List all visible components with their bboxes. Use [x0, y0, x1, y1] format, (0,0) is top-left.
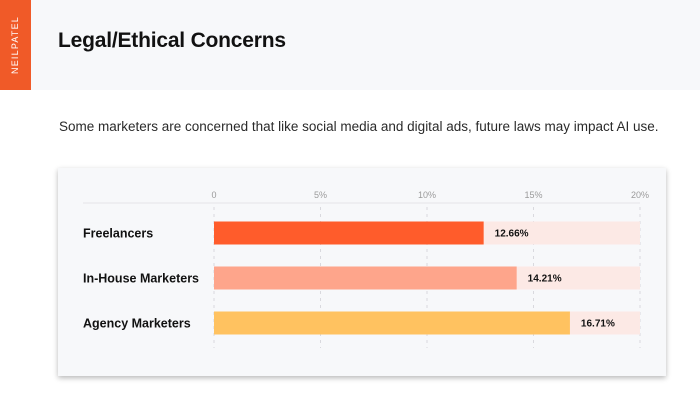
- category-label: In-House Marketers: [83, 272, 199, 286]
- x-tick-label: 5%: [314, 190, 327, 200]
- bar-chart: 0 5% 10% 15% 20% Freelancers 12.66% In-House Ma…: [83, 190, 649, 348]
- chart-card: 0 5% 10% 15% 20% Freelancers 12.66% In-House Ma…: [58, 168, 666, 376]
- value-label: 16.71%: [581, 319, 615, 330]
- x-tick-label: 10%: [418, 190, 436, 200]
- page-title: Legal/Ethical Concerns: [58, 29, 286, 52]
- bar: [214, 221, 484, 245]
- x-tick-label: 20%: [631, 190, 649, 200]
- x-tick-label: 0: [211, 190, 216, 200]
- value-label: 14.21%: [528, 274, 562, 285]
- bar: [214, 311, 570, 335]
- bar: [214, 266, 517, 290]
- brand-name: NEILPATEL: [10, 16, 20, 74]
- x-tick-label: 15%: [524, 190, 542, 200]
- value-label: 12.66%: [495, 229, 529, 240]
- category-label: Freelancers: [83, 227, 153, 241]
- header-band: [0, 0, 700, 90]
- description: Some marketers are concerned that like s…: [59, 119, 659, 134]
- brand-logo: NEILPATEL: [0, 0, 31, 90]
- category-label: Agency Marketers: [83, 317, 191, 331]
